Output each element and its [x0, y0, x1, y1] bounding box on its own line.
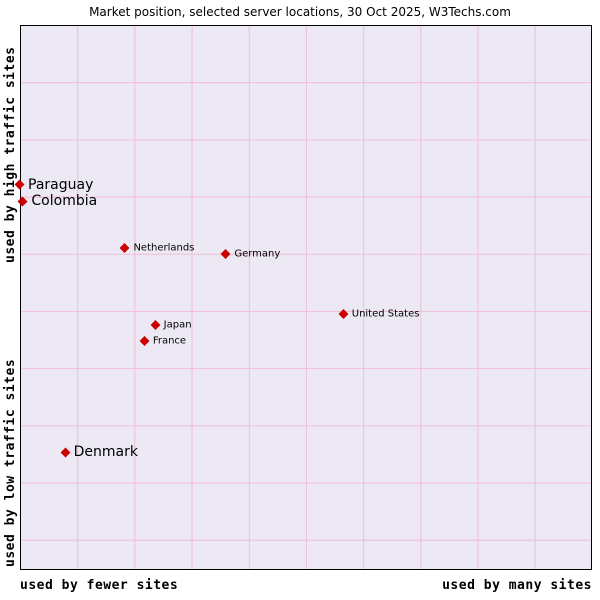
diamond-marker-icon [220, 249, 231, 259]
point-label: Denmark [73, 444, 138, 461]
point-label: Netherlands [133, 242, 195, 254]
point-label: Paraguay [28, 176, 94, 193]
data-point-united-states: United States [338, 308, 420, 320]
scatter-plot-area: Paraguay Colombia Netherlands Germany United… [14, 25, 592, 570]
point-label: Japan [163, 319, 192, 331]
data-point-netherlands: Netherlands [119, 242, 195, 254]
diamond-marker-icon [14, 179, 25, 190]
x-axis-label-fewer-sites: used by fewer sites [20, 578, 179, 593]
diamond-marker-icon [150, 319, 161, 330]
data-point-japan: Japan [150, 319, 192, 331]
data-point-colombia: Colombia [17, 193, 98, 210]
data-point-denmark: Denmark [60, 444, 138, 461]
point-label: Germany [234, 248, 281, 260]
chart-title: Market position, selected server locatio… [89, 5, 511, 19]
data-point-france: France [139, 335, 187, 347]
point-label: United States [351, 308, 420, 320]
point-label: France [152, 335, 187, 347]
y-axis-label-high-traffic: used by high traffic sites [3, 46, 18, 264]
diamond-marker-icon [338, 308, 349, 319]
data-point-paraguay: Paraguay [14, 176, 94, 193]
y-axis-label-low-traffic: used by low traffic sites [3, 358, 18, 567]
diamond-marker-icon [139, 335, 150, 346]
diamond-marker-icon [17, 196, 28, 207]
x-axis-label-many-sites: used by many sites [442, 578, 592, 593]
diamond-marker-icon [119, 243, 130, 254]
data-point-germany: Germany [220, 248, 281, 260]
diamond-marker-icon [60, 447, 71, 458]
point-label: Colombia [31, 193, 98, 210]
